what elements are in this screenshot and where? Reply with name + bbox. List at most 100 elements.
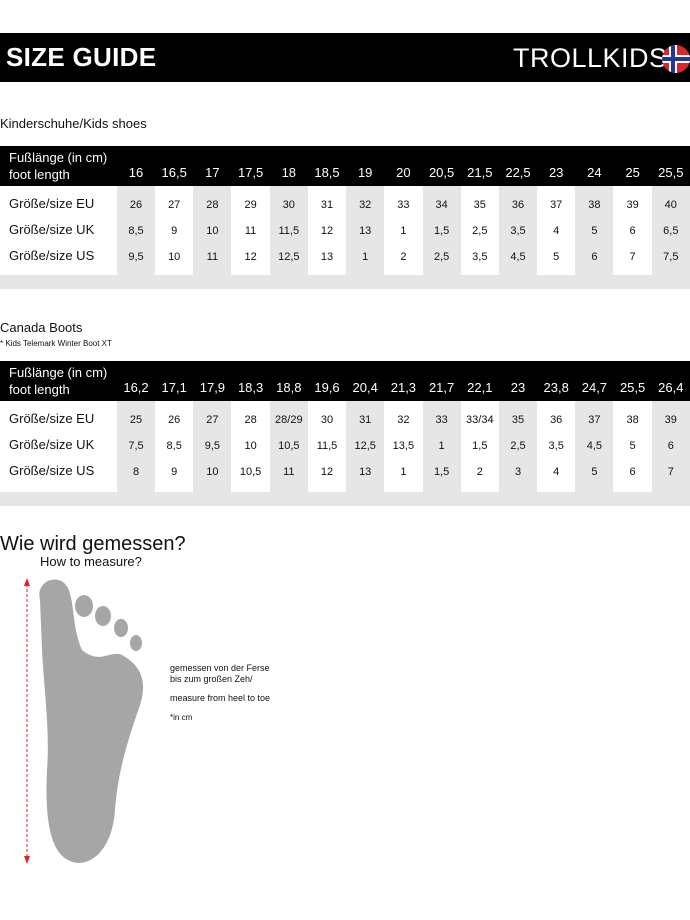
size-cell: 12,5 xyxy=(278,251,300,263)
size-cell: 30 xyxy=(282,199,295,211)
size-cell: 13 xyxy=(359,225,372,237)
foot-length-value: 25 xyxy=(625,165,640,180)
size-cell: 12,5 xyxy=(354,440,376,452)
table-header: Fußlänge (in cm) foot length 16 16,5 17 17,5 1… xyxy=(0,146,690,186)
table-bottom-band xyxy=(0,275,690,289)
column-stripe xyxy=(193,186,232,275)
size-cell: 26 xyxy=(168,414,181,426)
column-stripe xyxy=(269,401,308,492)
size-cell: 9,5 xyxy=(128,251,144,263)
size-cell: 13 xyxy=(359,466,372,478)
foot-diagram xyxy=(24,578,144,864)
foot-length-value: 16,2 xyxy=(123,380,149,395)
size-cell: 6 xyxy=(629,466,636,478)
foot-length-value: 22,1 xyxy=(467,380,493,395)
row-label: Größe/size US xyxy=(9,463,95,478)
size-cell: 38 xyxy=(626,414,639,426)
size-cell: 9,5 xyxy=(204,440,221,452)
foot-length-value: 16,5 xyxy=(161,165,187,180)
size-cell: 32 xyxy=(359,199,372,211)
foot-length-value: 20,4 xyxy=(352,380,378,395)
header-label: Fußlänge (in cm) foot length xyxy=(9,150,108,182)
size-cell: 2,5 xyxy=(510,440,526,452)
size-cell: 12 xyxy=(320,466,334,478)
size-cell: 36 xyxy=(550,414,563,426)
foot-length-value: 19,6 xyxy=(314,380,340,395)
row-label: Größe/size US xyxy=(9,248,95,263)
size-cell: 13 xyxy=(320,251,334,263)
foot-length-value: 18 xyxy=(281,165,297,180)
foot-length-value: 21,5 xyxy=(467,165,493,180)
column-stripe xyxy=(193,401,232,492)
size-cell: 11,5 xyxy=(316,440,338,452)
trollkids-logo: TROLLKIDS xyxy=(513,43,668,73)
measure-subtitle: How to measure? xyxy=(40,554,142,569)
foot-length-value: 25,5 xyxy=(619,380,646,395)
size-cell: 37 xyxy=(550,199,563,211)
size-cell: 31 xyxy=(359,414,372,426)
size-cell: 25 xyxy=(129,414,143,426)
size-cell: 11 xyxy=(283,466,295,478)
size-cell: 5 xyxy=(553,251,560,263)
size-cell: 33/34 xyxy=(466,414,494,426)
size-cell: 2 xyxy=(476,466,483,478)
size-cell: 7,5 xyxy=(663,251,679,263)
measure-arrow-icon xyxy=(24,578,30,864)
size-cell: 6 xyxy=(667,440,674,452)
column-stripe xyxy=(269,186,308,275)
section-title-kids-shoes: Kinderschuhe/Kids shoes xyxy=(0,116,147,131)
size-cell: 4 xyxy=(553,466,560,478)
page-title: SIZE GUIDE xyxy=(6,42,157,72)
size-cell: 1,5 xyxy=(472,440,488,452)
size-cell: 10 xyxy=(206,225,219,237)
size-cell: 1 xyxy=(438,440,445,452)
column-stripe xyxy=(651,401,690,492)
foot-length-value: 17,1 xyxy=(161,380,187,395)
size-cell: 26 xyxy=(129,199,143,211)
foot-length-value: 21,3 xyxy=(390,380,417,395)
column-stripe xyxy=(575,401,614,492)
measure-note-2: bis zum großen Zeh/ xyxy=(170,674,253,684)
table-bottom-band xyxy=(0,492,690,506)
size-cell: 1 xyxy=(400,466,407,478)
foot-icon xyxy=(39,579,144,863)
column-stripe xyxy=(422,401,461,492)
size-cell: 2,5 xyxy=(472,225,488,237)
row-label: Größe/size UK xyxy=(9,222,95,237)
column-stripe xyxy=(346,186,385,275)
column-stripe xyxy=(499,401,537,492)
size-cell: 31 xyxy=(320,199,334,211)
kids-shoes-size-table: Fußlänge (in cm) foot length 16 16,5 17 17,5 1… xyxy=(0,146,690,289)
foot-length-value: 23 xyxy=(510,380,526,395)
foot-length-value: 18,3 xyxy=(237,380,264,395)
size-cell: 1 xyxy=(362,251,369,263)
size-cell: 8,5 xyxy=(166,440,182,452)
size-cell: 35 xyxy=(511,414,525,426)
size-cell: 11 xyxy=(206,251,219,263)
size-cell: 3,5 xyxy=(548,440,564,452)
foot-length-value: 18,5 xyxy=(314,165,340,180)
foot-length-value: 19 xyxy=(357,165,373,180)
size-cell: 2 xyxy=(400,251,407,263)
foot-length-value: 24 xyxy=(587,165,602,180)
foot-length-value: 17,9 xyxy=(199,380,226,395)
size-cell: 3,5 xyxy=(510,225,526,237)
size-cell: 8 xyxy=(132,466,140,478)
size-cell: 37 xyxy=(588,414,601,426)
size-cell: 33 xyxy=(397,199,410,211)
measure-note-4: *in cm xyxy=(170,713,193,722)
size-cell: 10,5 xyxy=(278,440,300,452)
section-title-canada-boots: Canada Boots xyxy=(0,320,83,335)
size-cell: 8,5 xyxy=(128,225,144,237)
size-cell: 6 xyxy=(591,251,598,263)
foot-length-value: 26,4 xyxy=(658,380,684,395)
foot-length-value: 18,8 xyxy=(276,380,302,395)
foot-length-value: 24,7 xyxy=(581,380,608,395)
size-cell: 10 xyxy=(244,440,257,452)
size-cell: 35 xyxy=(473,199,486,211)
column-stripe xyxy=(117,186,155,275)
size-cell: 13,5 xyxy=(392,440,415,452)
size-cell: 7 xyxy=(629,251,636,263)
header-label: Fußlänge (in cm) foot length xyxy=(9,365,108,397)
size-cell: 28/29 xyxy=(275,414,303,426)
